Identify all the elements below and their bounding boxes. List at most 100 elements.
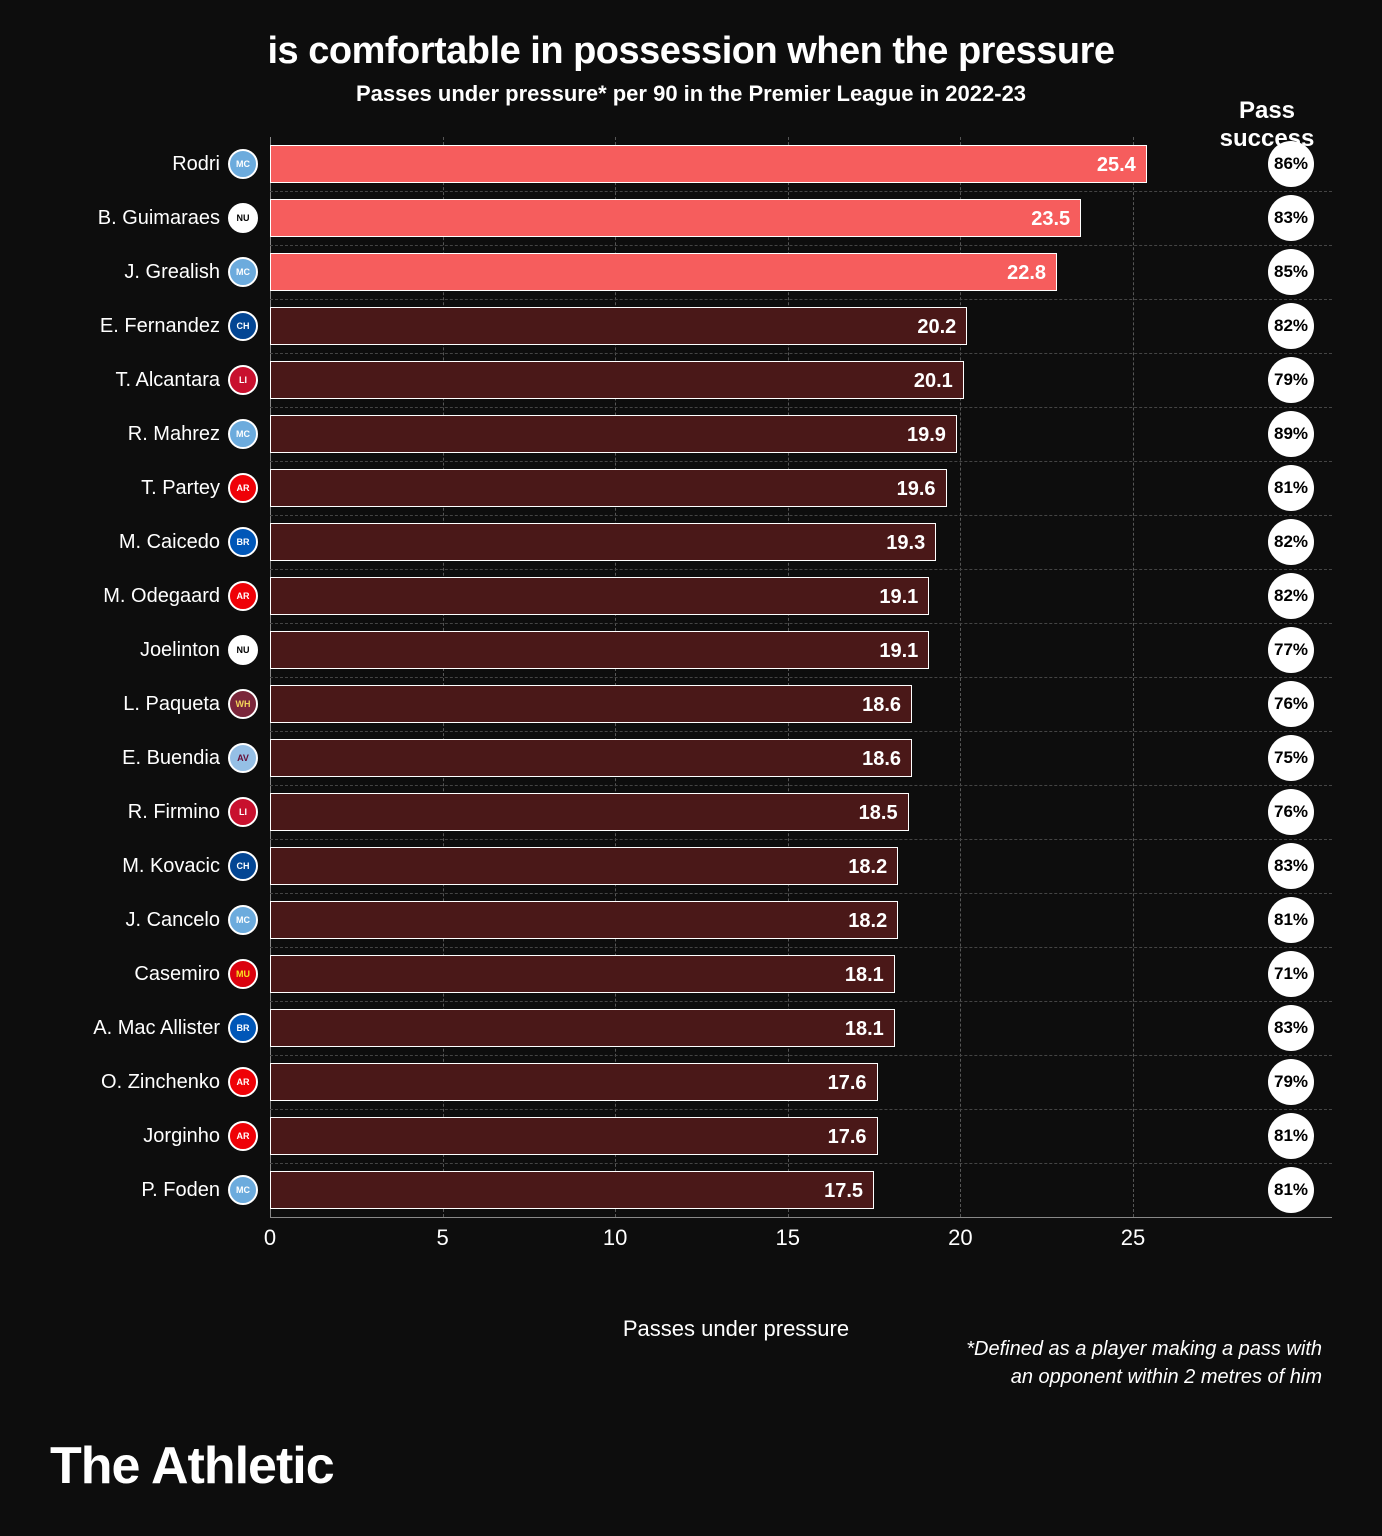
bar-value: 18.2	[848, 848, 887, 886]
bar-value: 19.1	[879, 632, 918, 670]
player-name: B. Guimaraes	[50, 191, 220, 245]
bar-value: 17.6	[828, 1118, 867, 1156]
bar: 19.9	[270, 415, 957, 453]
player-row: A. Mac AllisterBR18.183%	[270, 1001, 1202, 1055]
footnote-line: an opponent within 2 metres of him	[966, 1363, 1322, 1391]
club-badge-icon: MC	[228, 149, 258, 179]
player-name: Jorginho	[50, 1109, 220, 1163]
bar-value: 20.2	[917, 308, 956, 346]
pass-success-badge: 76%	[1268, 681, 1314, 727]
player-row: J. GrealishMC22.885%	[270, 245, 1202, 299]
club-badge-icon: BR	[228, 1013, 258, 1043]
chart-area: Pass success RodriMC25.486%B. GuimaraesN…	[270, 137, 1202, 1267]
pass-success-badge: 79%	[1268, 1059, 1314, 1105]
bar: 19.3	[270, 523, 936, 561]
player-row: E. FernandezCH20.282%	[270, 299, 1202, 353]
player-row: R. MahrezMC19.989%	[270, 407, 1202, 461]
player-name: R. Firmino	[50, 785, 220, 839]
bar: 17.6	[270, 1117, 878, 1155]
player-name: Casemiro	[50, 947, 220, 1001]
pass-success-badge: 81%	[1268, 1113, 1314, 1159]
player-name: E. Fernandez	[50, 299, 220, 353]
bar: 19.1	[270, 577, 929, 615]
pass-success-badge: 76%	[1268, 789, 1314, 835]
club-badge-icon: NU	[228, 203, 258, 233]
bar-value: 22.8	[1007, 254, 1046, 292]
bar-value: 18.2	[848, 902, 887, 940]
bar: 18.1	[270, 955, 895, 993]
player-name: M. Kovacic	[50, 839, 220, 893]
player-row: L. PaquetaWH18.676%	[270, 677, 1202, 731]
club-badge-icon: AV	[228, 743, 258, 773]
player-name: L. Paqueta	[50, 677, 220, 731]
bar-value: 18.1	[845, 1010, 884, 1048]
bar: 19.6	[270, 469, 947, 507]
bar-value: 19.6	[897, 470, 936, 508]
bar-value: 19.3	[886, 524, 925, 562]
bar: 23.5	[270, 199, 1081, 237]
club-badge-icon: LI	[228, 797, 258, 827]
bar: 17.5	[270, 1171, 874, 1209]
bar: 18.1	[270, 1009, 895, 1047]
club-badge-icon: MC	[228, 1175, 258, 1205]
player-row: M. CaicedoBR19.382%	[270, 515, 1202, 569]
pass-success-badge: 71%	[1268, 951, 1314, 997]
player-row: P. FodenMC17.581%	[270, 1163, 1202, 1217]
club-badge-icon: NU	[228, 635, 258, 665]
chart-subtitle: Passes under pressure* per 90 in the Pre…	[50, 81, 1332, 107]
club-badge-icon: MC	[228, 257, 258, 287]
club-badge-icon: WH	[228, 689, 258, 719]
chart-title: is comfortable in possession when the pr…	[50, 30, 1332, 73]
player-name: O. Zinchenko	[50, 1055, 220, 1109]
club-badge-icon: CH	[228, 851, 258, 881]
footnote: *Defined as a player making a pass with …	[966, 1335, 1322, 1391]
bar-value: 25.4	[1097, 146, 1136, 184]
pass-success-badge: 82%	[1268, 303, 1314, 349]
bar: 18.2	[270, 901, 898, 939]
bar-value: 19.1	[879, 578, 918, 616]
player-row: JoelintonNU19.177%	[270, 623, 1202, 677]
gridline-horizontal	[270, 1217, 1332, 1218]
player-row: M. OdegaardAR19.182%	[270, 569, 1202, 623]
x-tick-label: 5	[436, 1225, 448, 1251]
player-name: Rodri	[50, 137, 220, 191]
bar: 22.8	[270, 253, 1057, 291]
club-badge-icon: MC	[228, 419, 258, 449]
player-row: CasemiroMU18.171%	[270, 947, 1202, 1001]
pass-success-badge: 83%	[1268, 1005, 1314, 1051]
player-row: T. ParteyAR19.681%	[270, 461, 1202, 515]
club-badge-icon: AR	[228, 581, 258, 611]
player-name: J. Cancelo	[50, 893, 220, 947]
player-name: T. Partey	[50, 461, 220, 515]
pass-success-badge: 81%	[1268, 897, 1314, 943]
bar: 18.6	[270, 739, 912, 777]
brand-logo: The Athletic	[50, 1436, 334, 1496]
bar: 20.2	[270, 307, 967, 345]
bar-value: 20.1	[914, 362, 953, 400]
pass-success-badge: 81%	[1268, 1167, 1314, 1213]
bar: 25.4	[270, 145, 1147, 183]
club-badge-icon: AR	[228, 1067, 258, 1097]
pass-success-badge: 83%	[1268, 843, 1314, 889]
bar-value: 18.1	[845, 956, 884, 994]
player-row: RodriMC25.486%	[270, 137, 1202, 191]
player-row: M. KovacicCH18.283%	[270, 839, 1202, 893]
pass-success-badge: 82%	[1268, 519, 1314, 565]
club-badge-icon: AR	[228, 473, 258, 503]
pass-success-badge: 83%	[1268, 195, 1314, 241]
success-column-header: Pass success	[1202, 97, 1332, 153]
player-row: JorginhoAR17.681%	[270, 1109, 1202, 1163]
player-row: B. GuimaraesNU23.583%	[270, 191, 1202, 245]
bar: 18.6	[270, 685, 912, 723]
player-row: O. ZinchenkoAR17.679%	[270, 1055, 1202, 1109]
bar-value: 17.6	[828, 1064, 867, 1102]
player-name: M. Odegaard	[50, 569, 220, 623]
pass-success-badge: 79%	[1268, 357, 1314, 403]
bar: 18.5	[270, 793, 909, 831]
player-name: J. Grealish	[50, 245, 220, 299]
club-badge-icon: MC	[228, 905, 258, 935]
player-row: J. CanceloMC18.281%	[270, 893, 1202, 947]
pass-success-badge: 82%	[1268, 573, 1314, 619]
player-row: T. AlcantaraLI20.179%	[270, 353, 1202, 407]
x-tick-label: 25	[1121, 1225, 1145, 1251]
